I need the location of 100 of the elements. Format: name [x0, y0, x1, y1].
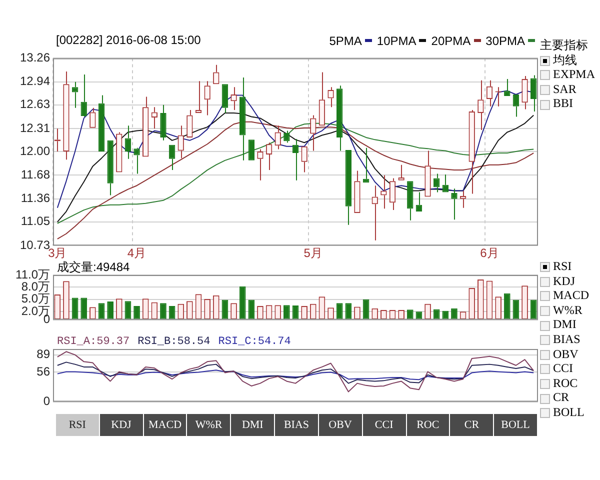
text: RSI_C:54.74	[218, 334, 291, 349]
legend-label: 5PMA	[329, 34, 362, 48]
candlestick	[345, 150, 352, 226]
bar	[362, 299, 370, 320]
y-tick-label: 12.00	[20, 144, 50, 158]
category-label: MACD	[553, 288, 590, 302]
y-tick-label: 11.68	[20, 168, 50, 182]
category-label: MACD	[148, 419, 182, 431]
series-label: RSI_A:59.37	[57, 334, 130, 349]
bar	[72, 298, 78, 320]
category-label: CR	[464, 419, 480, 431]
candlestick	[451, 188, 458, 220]
text: SAR	[553, 82, 576, 96]
y-tick-label: 12.31	[20, 120, 50, 135]
y-tick-label: 0	[43, 394, 50, 408]
category-label: BOLL	[553, 404, 584, 419]
candlestick	[266, 142, 272, 171]
category-label: RSI	[68, 419, 86, 431]
category-label: CCI	[553, 361, 574, 376]
legend-label: 20PMA	[431, 34, 471, 48]
candlestick	[186, 110, 193, 138]
chart-title: 成交量:49484	[57, 260, 130, 274]
y-tick-label: 11.05	[20, 214, 50, 228]
candlestick	[389, 178, 396, 211]
candlestick	[504, 78, 510, 96]
candlestick	[142, 96, 149, 157]
bar	[124, 301, 132, 320]
category-label: W%R	[195, 419, 222, 431]
y-tick-label: 8.0万	[21, 280, 50, 294]
candlestick	[530, 74, 537, 112]
y-tick-label: 13.26	[20, 50, 50, 65]
legend-label: 10PMA	[376, 34, 416, 48]
candlestick	[213, 64, 220, 84]
bar	[80, 298, 88, 320]
candlestick	[372, 185, 378, 241]
bar	[168, 306, 176, 320]
candlestick	[310, 114, 316, 152]
bar	[504, 293, 510, 320]
y-tick-label: 11.0万	[16, 267, 50, 282]
candlestick	[222, 84, 228, 114]
category-label: BOLL	[501, 419, 530, 431]
bar	[98, 303, 105, 320]
bar	[345, 303, 352, 320]
category-label: W%R	[553, 302, 582, 317]
candlestick	[230, 86, 237, 111]
candlestick	[240, 76, 246, 161]
bar	[107, 301, 114, 320]
series-label: RSI_B:58.54	[138, 334, 210, 349]
category-label: OBV	[328, 419, 352, 431]
candlestick	[195, 80, 202, 114]
candlestick	[124, 125, 132, 160]
candlestick	[90, 107, 96, 128]
bar	[512, 300, 520, 320]
candlestick	[160, 104, 166, 141]
category-label: KDJ	[111, 419, 132, 431]
candlestick	[442, 174, 448, 192]
chart-title: [002282] 2016-06-08 15:00	[56, 33, 201, 47]
candlestick	[292, 138, 299, 181]
bar	[336, 303, 343, 320]
x-tick-label: 6月	[480, 246, 499, 260]
y-tick-label: 56	[36, 364, 50, 379]
category-label: ROC	[416, 419, 440, 431]
category-label: RSI	[553, 259, 572, 273]
candlestick	[336, 85, 343, 152]
category-label: BIAS	[553, 332, 580, 346]
candlestick	[98, 94, 105, 152]
candlestick	[116, 132, 122, 172]
candlestick	[460, 190, 466, 208]
bar	[530, 300, 537, 320]
text: 主要指标	[540, 38, 589, 53]
candlestick	[354, 170, 360, 214]
candlestick	[318, 72, 326, 126]
legend-label: 30PMA	[486, 34, 525, 48]
candlestick	[468, 110, 475, 194]
candlestick	[178, 125, 184, 159]
bar	[451, 308, 458, 320]
candlestick	[274, 125, 281, 150]
category-label: CCI	[374, 419, 394, 431]
y-tick-label: 12.94	[20, 74, 50, 88]
bar	[160, 303, 166, 320]
category-label: DMI	[242, 419, 264, 431]
candlestick	[486, 80, 493, 107]
category-label: CR	[553, 390, 570, 404]
category-label: OBV	[553, 346, 578, 361]
category-label: DMI	[553, 317, 576, 332]
candlestick	[72, 81, 78, 108]
category-label: BIAS	[284, 419, 309, 431]
candlestick	[151, 106, 158, 130]
bar	[248, 300, 255, 320]
candlestick	[424, 150, 431, 197]
candlestick	[522, 75, 528, 110]
y-tick-label: 5.0万	[21, 292, 50, 306]
bar	[239, 286, 246, 320]
candlestick	[478, 80, 484, 131]
x-tick-label: 4月	[127, 246, 146, 260]
category-label: ROC	[553, 376, 578, 390]
bar	[292, 306, 299, 320]
candlestick	[398, 164, 404, 180]
y-tick-label: 89	[36, 347, 50, 362]
text: 均线	[553, 52, 577, 67]
